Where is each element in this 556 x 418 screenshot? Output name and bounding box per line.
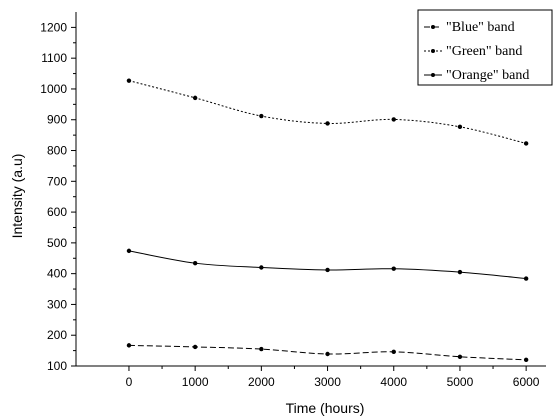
x-tick-label: 2000 [248,375,275,389]
data-point [523,276,529,281]
legend-marker [431,49,435,53]
data-point [325,267,330,273]
legend-label: "Blue" band [446,20,515,35]
series-3 [126,248,529,281]
y-tick-label: 800 [47,144,67,158]
x-axis: 0 1000 2000 3000 4000 5000 6000 [126,366,540,389]
legend-item: "Orange" band [424,68,529,83]
series-line [128,250,527,280]
y-tick-label: 1100 [41,51,67,65]
y-tick-label: 700 [47,174,67,188]
data-point [259,265,264,270]
y-tick-label: 1000 [40,82,67,96]
x-tick-label: 6000 [513,375,540,389]
data-point [126,248,132,254]
legend: "Blue" band "Green" band "Orange" band [417,9,553,86]
data-point [126,343,132,348]
series-layer [126,78,529,363]
plot-frame [75,12,546,367]
data-point [325,351,330,357]
series-1 [126,343,529,363]
y-tick-label: 1200 [40,20,67,34]
legend-marker [431,73,435,77]
x-tick-label: 5000 [447,375,474,389]
series-line [128,80,527,144]
y-tick-label: 400 [47,267,67,281]
legend-item: "Blue" band [424,20,515,35]
data-point [192,95,198,101]
data-point [259,346,264,352]
x-tick-label: 1000 [182,375,209,389]
legend-label: "Orange" band [446,68,529,83]
y-axis: 100 200 300 400 500 600 700 800 900 1000 1100 1200 [40,20,76,373]
y-tick-label: 100 [47,359,67,373]
data-point [192,260,198,266]
data-point [325,121,330,126]
data-point [523,141,529,146]
y-tick-label: 500 [47,236,67,250]
data-point [126,78,132,83]
y-tick-label: 300 [47,297,67,311]
legend-label: "Green" band [446,44,522,59]
x-tick-label: 3000 [314,375,341,389]
legend-item: "Green" band [424,44,522,59]
x-axis-title: Time (hours) [286,400,365,416]
x-tick-label: 4000 [380,375,407,389]
data-point [391,349,396,355]
data-point [192,344,198,350]
legend-marker [431,25,435,29]
data-point [457,124,463,130]
data-point [391,266,396,271]
y-tick-label: 600 [47,205,67,219]
data-point [523,357,529,363]
series-2 [126,78,529,146]
data-point [391,117,396,122]
legend-box [417,9,553,86]
data-point [457,269,463,275]
y-tick-label: 900 [47,113,67,127]
x-tick-label: 0 [126,375,133,389]
y-axis-title: Intensity (a.u) [9,154,25,239]
data-point [259,113,264,119]
data-point [457,354,463,359]
y-tick-label: 200 [47,328,67,342]
